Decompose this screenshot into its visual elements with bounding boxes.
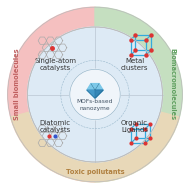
Wedge shape: [8, 7, 95, 182]
Polygon shape: [87, 84, 103, 90]
Text: Organic
Ligands: Organic Ligands: [121, 120, 148, 133]
Text: Metal
clusters: Metal clusters: [121, 58, 148, 71]
Text: Toxic pollutants: Toxic pollutants: [66, 169, 124, 175]
Text: Small biomolecules: Small biomolecules: [14, 48, 20, 119]
Text: MOFs-based: MOFs-based: [77, 99, 113, 104]
Wedge shape: [95, 7, 182, 182]
Polygon shape: [87, 90, 103, 98]
Text: Biomacromolecules: Biomacromolecules: [170, 48, 176, 120]
Wedge shape: [11, 112, 179, 182]
Polygon shape: [95, 90, 103, 98]
Text: Diatomic
catalysts: Diatomic catalysts: [40, 120, 71, 133]
Text: Single-atom
catalysts: Single-atom catalysts: [34, 58, 76, 71]
Text: nanozyme: nanozyme: [80, 106, 110, 111]
Circle shape: [28, 27, 162, 162]
Circle shape: [70, 69, 120, 120]
